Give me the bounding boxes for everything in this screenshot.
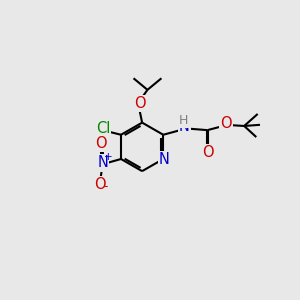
Text: O: O [220, 116, 232, 131]
Text: H: H [178, 114, 188, 127]
Text: O: O [95, 136, 107, 151]
Text: -: - [103, 179, 108, 193]
Text: O: O [202, 145, 213, 160]
Text: N: N [98, 155, 108, 170]
Text: O: O [134, 96, 146, 111]
Text: N: N [179, 119, 190, 134]
Text: +: + [104, 152, 113, 162]
Text: O: O [94, 177, 106, 192]
Text: Cl: Cl [96, 121, 110, 136]
Text: N: N [159, 152, 170, 167]
